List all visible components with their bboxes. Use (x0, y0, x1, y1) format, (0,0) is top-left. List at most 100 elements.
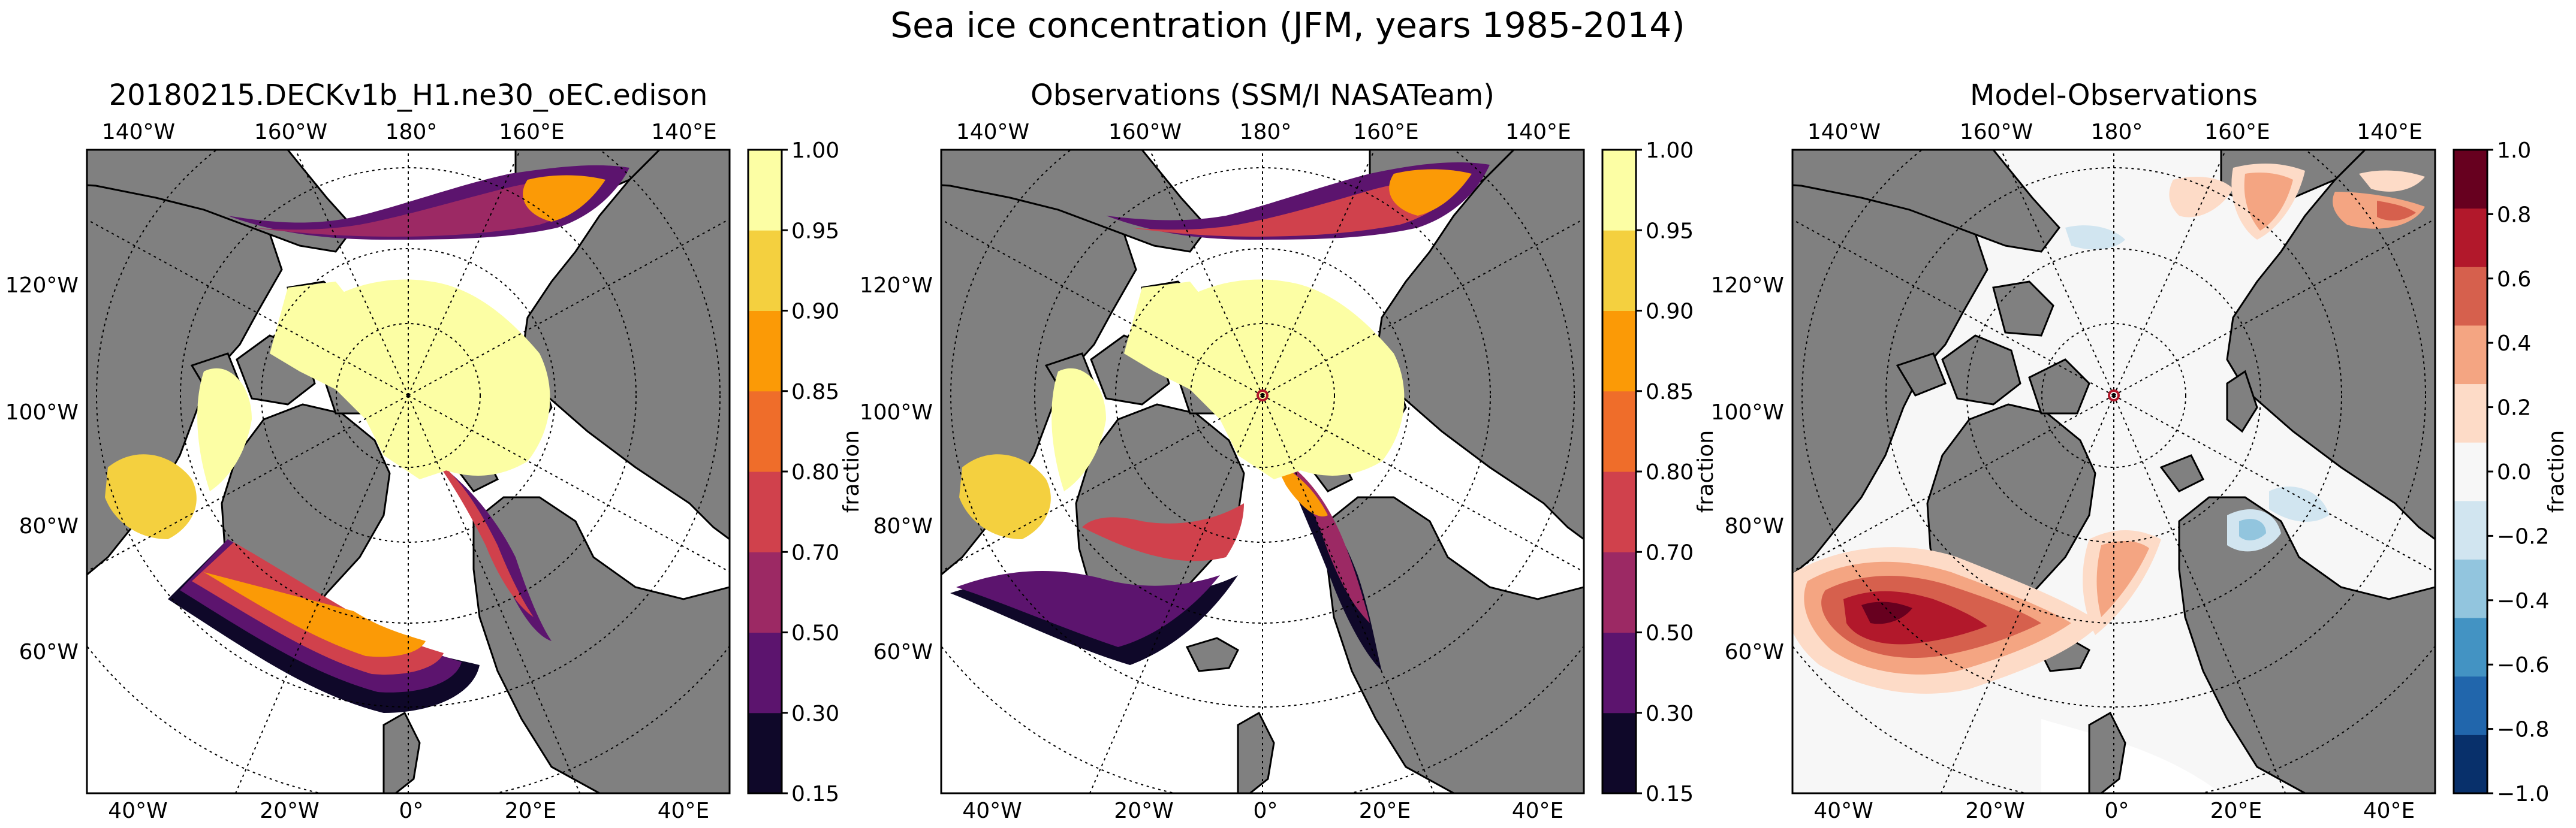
graticule (941, 150, 1584, 793)
colorbar-segment (1602, 391, 1636, 472)
colorbar-segment (2454, 325, 2487, 385)
colorbar-segment (1602, 472, 1636, 552)
colorbar-tick-label: 0.8 (2497, 203, 2531, 227)
map-area (941, 150, 1584, 793)
colorbar-segment (1602, 552, 1636, 633)
colorbar-tick-label: 0.85 (791, 380, 839, 404)
tick-label: 40°W (1813, 799, 1873, 823)
graticule (1792, 150, 2435, 793)
colorbar-tick-label: 0.50 (1646, 621, 1694, 646)
colorbar-segment (2454, 735, 2487, 794)
tick-label: 160°W (1108, 120, 1182, 144)
tick-label: 40°W (962, 799, 1022, 823)
colorbar-segment (748, 230, 782, 311)
tick-label: 60°W (19, 640, 79, 664)
colorbar-label: fraction (1694, 430, 1718, 513)
pole-marker (2108, 389, 2120, 401)
colorbar-segment (2454, 208, 2487, 267)
panel-model: 20180215.DECKv1b_H1.ne30_oEC.edison (5, 78, 864, 823)
colorbar-tick-label: 1.00 (791, 138, 839, 163)
left-lon-labels: 120°W 100°W 80°W 60°W (5, 273, 79, 664)
map-area (87, 150, 730, 793)
panel-observations: Observations (SSM/I NASATeam) (860, 78, 1718, 823)
colorbar-tick-label: 0.15 (1646, 782, 1694, 806)
tick-label: 160°E (2204, 120, 2270, 144)
colorbar-segment (2454, 442, 2487, 501)
colorbar-tick-label: 0.50 (791, 621, 839, 646)
colorbar-tick-label: 1.00 (1646, 138, 1694, 163)
tick-label: 160°W (254, 120, 327, 144)
tick-label: 80°W (19, 514, 79, 539)
tick-label: 140°E (651, 120, 716, 144)
map-frame (940, 149, 1585, 794)
colorbar-segment (748, 472, 782, 552)
colorbar-segment (1602, 150, 1636, 231)
tick-label: 120°W (1711, 273, 1784, 298)
colorbar-tick-label: 0.2 (2497, 396, 2531, 421)
tick-label: 100°W (860, 400, 933, 425)
pole-marker (1257, 389, 1269, 401)
tick-label: 140°E (1505, 120, 1571, 144)
colorbar-segment (2454, 383, 2487, 443)
colorbar: −1.0 −0.8 −0.6 −0.4 −0.2 0.0 0.2 0.4 0.6 0.8 1.0 (2453, 138, 2549, 806)
colorbar-segment (2454, 676, 2487, 735)
tick-label: 120°W (860, 273, 933, 298)
tick-label: 40°E (2363, 799, 2415, 823)
colorbar-segment (748, 310, 782, 392)
colorbar-segment (1602, 310, 1636, 392)
colorbar-tick-label: −0.6 (2497, 653, 2549, 678)
colorbar-label: fraction (839, 430, 864, 513)
colorbar-segment (2454, 267, 2487, 326)
colorbar-tick-label: 0.70 (791, 540, 839, 565)
tick-label: 20°W (1114, 799, 1173, 823)
colorbar-tick-label: 0.80 (791, 460, 839, 485)
tick-label: 0° (399, 799, 424, 823)
top-lon-labels: 140°W 160°W 180° 160°E 140°E (956, 120, 1571, 144)
colorbar-tick-label: 0.95 (791, 219, 839, 243)
colorbar-tick-label: 0.6 (2497, 267, 2531, 292)
colorbar-tick-label: −0.4 (2497, 589, 2549, 614)
colorbar-segment (748, 632, 782, 714)
colorbar-segment (2454, 500, 2487, 560)
tick-label: 20°E (505, 799, 557, 823)
tick-label: 160°E (499, 120, 564, 144)
colorbar-tick-label: −0.8 (2497, 718, 2549, 742)
colorbar-segment (2454, 150, 2487, 209)
panel-title: 20180215.DECKv1b_H1.ne30_oEC.edison (109, 78, 708, 112)
top-lon-labels: 140°W 160°W 180° 160°E 140°E (102, 120, 717, 144)
colorbar-tick-label: 0.30 (791, 702, 839, 726)
colorbar: 0.15 0.30 0.50 0.70 0.80 0.85 0.90 0.95 1.00 (747, 138, 839, 806)
graticule (87, 150, 730, 793)
colorbar-tick-label: 0.95 (1646, 219, 1694, 243)
colorbar-tick-label: −0.2 (2497, 524, 2549, 549)
colorbar-tick-label: 1.0 (2497, 138, 2531, 163)
tick-label: 0° (2105, 799, 2129, 823)
panel-title: Observations (SSM/I NASATeam) (1031, 78, 1495, 112)
tick-label: 100°W (5, 400, 79, 425)
tick-label: 140°W (956, 120, 1029, 144)
tick-label: 140°W (102, 120, 175, 144)
tick-label: 20°W (1965, 799, 2024, 823)
colorbar-segment (2454, 559, 2487, 618)
tick-label: 20°E (1359, 799, 1411, 823)
colorbar-tick-label: 0.90 (1646, 300, 1694, 324)
sea-ice-field (105, 165, 629, 713)
tick-label: 80°W (873, 514, 933, 539)
tick-label: 180° (1240, 120, 1292, 144)
tick-label: 160°E (1353, 120, 1418, 144)
colorbar-tick-label: 0.0 (2497, 460, 2531, 485)
figure-title: Sea ice concentration (JFM, years 1985-2… (890, 5, 1685, 46)
colorbar-segment (748, 391, 782, 472)
left-lon-labels: 120°W 100°W 80°W 60°W (860, 273, 933, 664)
bottom-lon-labels: 40°W 20°W 0° 20°E 40°E (108, 799, 709, 823)
tick-label: 40°W (108, 799, 167, 823)
map-frame (1791, 149, 2436, 794)
colorbar-label: fraction (2544, 430, 2569, 513)
tick-label: 20°E (2210, 799, 2262, 823)
tick-label: 60°W (1725, 640, 1784, 664)
colorbar-tick-label: 0.90 (791, 300, 839, 324)
tick-label: 40°E (658, 799, 710, 823)
tick-label: 120°W (5, 273, 79, 298)
colorbar-segment (748, 552, 782, 633)
